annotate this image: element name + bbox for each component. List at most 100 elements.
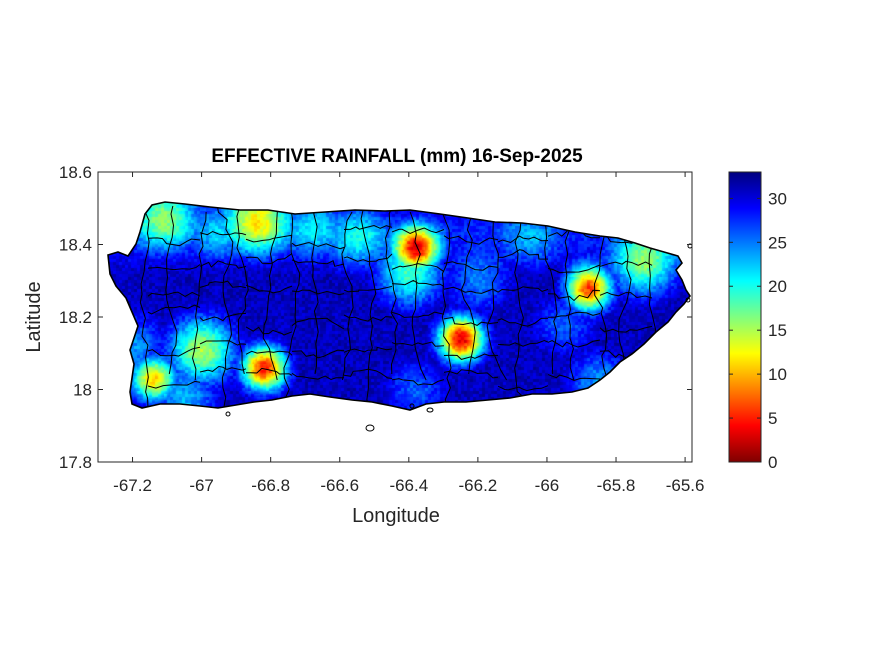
municipality-boundary bbox=[547, 289, 601, 302]
municipality-boundary bbox=[343, 253, 393, 263]
islet bbox=[225, 411, 231, 417]
municipality-boundary bbox=[542, 205, 558, 375]
municipality-boundary bbox=[147, 380, 201, 389]
colorbar-tick-label: 15 bbox=[768, 321, 787, 340]
municipality-boundary bbox=[547, 374, 601, 382]
municipality-boundary bbox=[199, 260, 247, 269]
municipality-boundary bbox=[547, 339, 601, 348]
municipality-boundary bbox=[391, 279, 445, 287]
y-axis: 17.8 18 18.2 18.4 18.6 bbox=[59, 163, 692, 472]
municipality-boundary bbox=[547, 264, 601, 274]
municipality-boundary bbox=[291, 242, 345, 250]
y-tick-label: 18 bbox=[73, 381, 92, 400]
colorbar-tick-label: 10 bbox=[768, 365, 787, 384]
x-tick-label: -67.2 bbox=[113, 476, 152, 495]
colorbar-tick-label: 20 bbox=[768, 277, 787, 296]
colorbar-tick-label: 30 bbox=[768, 189, 787, 208]
municipality-boundary bbox=[291, 372, 344, 381]
x-tick-label: -66 bbox=[535, 476, 560, 495]
municipality-boundary bbox=[443, 261, 499, 271]
municipality-boundary bbox=[599, 291, 653, 299]
municipality-boundary bbox=[216, 202, 234, 410]
small-islands bbox=[225, 243, 693, 432]
municipality-boundary bbox=[199, 230, 247, 236]
municipality-boundary bbox=[199, 340, 247, 346]
municipality-boundary bbox=[547, 311, 601, 318]
x-tick-label: -65.8 bbox=[597, 476, 636, 495]
municipality-boundary bbox=[291, 289, 345, 296]
colorbar-tick-label: 25 bbox=[768, 233, 787, 252]
municipality-boundary bbox=[443, 369, 499, 379]
islet bbox=[409, 403, 415, 409]
y-tick-label: 18.4 bbox=[59, 236, 92, 255]
municipality-boundary bbox=[245, 253, 293, 265]
x-axis-label: Longitude bbox=[352, 505, 440, 527]
municipality-boundary bbox=[199, 312, 247, 322]
x-tick-label: -66.2 bbox=[459, 476, 498, 495]
islet bbox=[685, 297, 691, 303]
municipality-boundary bbox=[147, 264, 201, 271]
municipality-boundary bbox=[147, 237, 201, 247]
rainfall-raster bbox=[108, 202, 690, 410]
municipality-boundary bbox=[514, 202, 525, 410]
municipality-boundary bbox=[497, 339, 549, 347]
municipality-boundary bbox=[343, 224, 393, 231]
municipality-boundary bbox=[147, 346, 201, 357]
municipality-boundary bbox=[547, 229, 600, 239]
colorbar-ticks: 0 5 10 15 20 25 30 bbox=[729, 189, 787, 472]
colorbar-tick-label: 5 bbox=[768, 409, 777, 428]
municipality-boundary bbox=[291, 317, 345, 330]
municipality-boundary bbox=[409, 211, 427, 381]
municipality-boundary bbox=[343, 285, 393, 293]
colorbar-tick-label: 0 bbox=[768, 453, 777, 472]
municipality-boundary bbox=[486, 211, 508, 381]
municipality-boundary bbox=[139, 202, 150, 410]
municipality-boundary bbox=[245, 234, 293, 243]
municipality-boundary bbox=[245, 350, 293, 356]
chart-title: EFFECTIVE RAINFALL (mm) 16-Sep-2025 bbox=[211, 146, 583, 167]
municipality-boundary bbox=[199, 365, 247, 373]
municipality-boundary bbox=[443, 235, 499, 245]
municipality-boundary bbox=[599, 325, 653, 333]
x-tick-label: -65.6 bbox=[666, 476, 705, 495]
municipality-boundary bbox=[343, 314, 393, 322]
y-axis-label: Latitude bbox=[23, 281, 45, 352]
islet bbox=[426, 407, 434, 413]
municipality-boundary bbox=[360, 202, 377, 410]
municipality-boundary bbox=[443, 286, 499, 294]
municipality-boundary bbox=[497, 249, 549, 260]
x-tick-label: -67 bbox=[189, 476, 214, 495]
x-tick-label: -66.8 bbox=[251, 476, 290, 495]
municipality-boundary bbox=[384, 205, 399, 375]
municipality-boundary bbox=[497, 286, 549, 293]
municipality-boundary bbox=[291, 349, 345, 359]
municipality-boundary bbox=[291, 259, 345, 267]
municipality-boundary bbox=[343, 346, 393, 353]
municipality-boundary bbox=[391, 341, 445, 347]
municipality-boundary bbox=[245, 284, 293, 294]
municipality-boundary bbox=[391, 311, 445, 318]
municipality-boundary bbox=[391, 227, 445, 234]
municipality-boundary bbox=[440, 202, 452, 410]
y-tick-label: 18.2 bbox=[59, 308, 92, 327]
municipality-boundary bbox=[147, 291, 201, 297]
municipality-boundary bbox=[443, 353, 499, 360]
municipality-boundary bbox=[147, 304, 201, 315]
x-tick-label: -66.6 bbox=[320, 476, 359, 495]
municipality-boundary bbox=[343, 368, 393, 379]
y-tick-label: 18.6 bbox=[59, 163, 92, 182]
rainfall-heatmap-image bbox=[108, 202, 690, 410]
municipality-boundaries bbox=[139, 202, 661, 410]
municipality-boundary bbox=[245, 326, 293, 336]
municipality-boundary bbox=[165, 205, 178, 375]
municipality-boundary bbox=[497, 317, 549, 327]
colorbar-gradient bbox=[728, 171, 762, 463]
municipality-boundary bbox=[497, 385, 549, 392]
x-tick-label: -66.4 bbox=[389, 476, 428, 495]
islet bbox=[365, 424, 375, 432]
municipality-boundary bbox=[599, 260, 653, 267]
municipality-boundary bbox=[564, 211, 575, 381]
municipality-boundary bbox=[391, 263, 445, 273]
y-tick-label: 17.8 bbox=[59, 453, 92, 472]
